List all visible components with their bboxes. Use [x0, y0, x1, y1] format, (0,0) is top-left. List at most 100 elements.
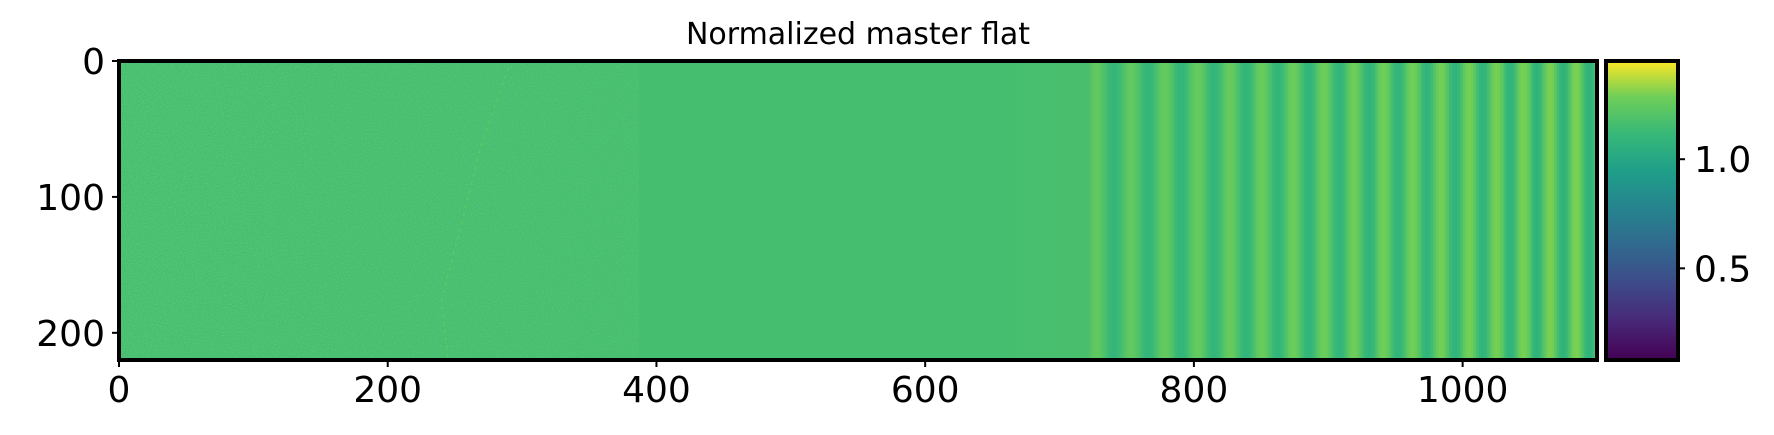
image-column	[1059, 61, 1063, 360]
image-column	[1435, 61, 1440, 360]
image-column	[1161, 61, 1165, 360]
image-column	[1543, 61, 1547, 360]
image-column	[1102, 61, 1106, 360]
image-column	[1511, 61, 1515, 360]
image-column	[1282, 61, 1286, 360]
image-column	[1290, 61, 1294, 360]
image-column	[1363, 61, 1367, 360]
image-column	[1298, 61, 1302, 360]
image-column	[1492, 61, 1496, 360]
image-column	[1494, 61, 1499, 360]
image-column	[1355, 61, 1359, 360]
image-column	[1029, 61, 1034, 360]
image-column	[1046, 61, 1050, 360]
image-column	[1328, 61, 1332, 360]
image-column	[1330, 61, 1335, 360]
image-column	[1150, 61, 1155, 360]
image-column	[1470, 61, 1474, 360]
image-column	[1403, 61, 1407, 360]
image-column	[1201, 61, 1206, 360]
image-column	[1430, 61, 1434, 360]
image-column	[1261, 61, 1265, 360]
image-column	[1583, 61, 1587, 360]
chart-title: Normalized master flat	[686, 17, 1030, 52]
image-column	[1271, 61, 1276, 360]
image-column	[1054, 61, 1058, 360]
image-column	[1360, 61, 1364, 360]
image-column	[1390, 61, 1394, 360]
image-column	[1269, 61, 1273, 360]
image-column	[1164, 61, 1168, 360]
image-column	[1153, 61, 1157, 360]
image-column	[1083, 61, 1088, 360]
image-column	[1043, 61, 1047, 360]
image-column	[1231, 61, 1235, 360]
image-column	[1462, 61, 1466, 360]
image-column	[1148, 61, 1152, 360]
image-column	[1438, 61, 1442, 360]
image-column	[1548, 61, 1552, 360]
image-column	[1500, 61, 1504, 360]
image-column	[1064, 61, 1069, 360]
image-column	[1387, 61, 1391, 360]
image-column	[1126, 61, 1131, 360]
image-column	[1505, 61, 1509, 360]
image-column	[1285, 61, 1289, 360]
image-column	[1575, 61, 1579, 360]
image-column	[1306, 61, 1311, 360]
image-column	[1312, 61, 1316, 360]
image-column	[1322, 61, 1327, 360]
image-column	[1454, 61, 1458, 360]
image-column	[1357, 61, 1362, 360]
image-column	[1408, 61, 1413, 360]
image-column	[1032, 61, 1036, 360]
image-column	[1559, 61, 1563, 360]
image-column	[1220, 61, 1225, 360]
image-column	[1244, 61, 1249, 360]
image-column	[1586, 61, 1590, 360]
image-column	[1086, 61, 1090, 360]
image-column	[1193, 61, 1198, 360]
colorbar-axis: 0.5 1.0	[1678, 140, 1751, 290]
y-axis: 0 100 200	[36, 42, 119, 355]
image-column	[1218, 61, 1222, 360]
image-column	[1051, 61, 1055, 360]
image-column	[1379, 61, 1383, 360]
image-column	[1411, 61, 1415, 360]
image-column	[1024, 61, 1028, 360]
image-column	[1107, 61, 1112, 360]
x-axis: 0 200 400 600 800 1000	[108, 360, 1508, 411]
image-column	[1199, 61, 1203, 360]
image-column	[1570, 61, 1574, 360]
image-column	[1196, 61, 1200, 360]
image-column	[1089, 61, 1093, 360]
image-column	[1185, 61, 1190, 360]
image-column	[1078, 61, 1082, 360]
image-column	[1513, 61, 1517, 360]
image-column	[1465, 61, 1469, 360]
image-column	[1333, 61, 1337, 360]
image-column	[1540, 61, 1544, 360]
image-column	[1296, 61, 1300, 360]
colorbar-frame	[1604, 59, 1680, 362]
image-column	[1223, 61, 1227, 360]
image-column	[1250, 61, 1254, 360]
image-column	[1556, 61, 1560, 360]
image-column	[1451, 61, 1456, 360]
image-column	[1048, 61, 1053, 360]
image-column	[1449, 61, 1453, 360]
image-column	[1016, 61, 1020, 360]
image-column	[1242, 61, 1246, 360]
image-column	[1349, 61, 1354, 360]
image-column	[1215, 61, 1219, 360]
image-column	[1075, 61, 1079, 360]
image-column	[1459, 61, 1464, 360]
image-column	[1317, 61, 1321, 360]
image-column	[1392, 61, 1397, 360]
image-column	[1572, 61, 1577, 360]
image-column	[1441, 61, 1445, 360]
image-column	[1468, 61, 1472, 360]
image-column	[1314, 61, 1319, 360]
image-column	[1027, 61, 1031, 360]
image-column	[1210, 61, 1214, 360]
